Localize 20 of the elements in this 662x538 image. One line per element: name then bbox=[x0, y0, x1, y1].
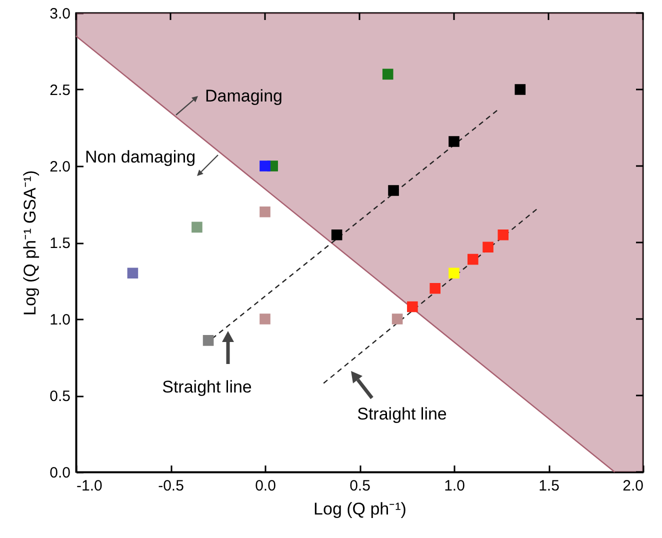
y-tick-label: 2.0 bbox=[50, 158, 70, 176]
annotation: Straight line bbox=[162, 377, 252, 396]
x-tick-label: 0.5 bbox=[350, 478, 370, 494]
y-tick-label: 2.5 bbox=[50, 82, 70, 99]
annotation: Straight line bbox=[357, 404, 447, 424]
x-axis-title: Log (Q ph⁻¹) bbox=[314, 500, 406, 518]
y-tick-label: 3.0 bbox=[50, 6, 70, 22]
annotation: Damaging bbox=[205, 86, 282, 106]
y-tick-label: 0.5 bbox=[50, 388, 70, 405]
y-axis-title: Log (Q ph⁻¹ GSA⁻¹) bbox=[20, 170, 40, 316]
y-tick-label: 1.0 bbox=[50, 312, 70, 328]
x-tick-label: 1.5 bbox=[538, 478, 560, 494]
annotation: Non damaging bbox=[85, 147, 196, 166]
x-tick-label: 1.0 bbox=[444, 478, 465, 494]
x-tick-label: -1.0 bbox=[76, 478, 102, 494]
x-tick-label: -0.5 bbox=[158, 478, 184, 494]
y-tick-label: 1.5 bbox=[50, 235, 70, 252]
y-tick-label: 0.0 bbox=[50, 464, 70, 482]
x-tick-label: 0.0 bbox=[255, 478, 276, 494]
x-tick-label: 2.0 bbox=[622, 478, 644, 494]
